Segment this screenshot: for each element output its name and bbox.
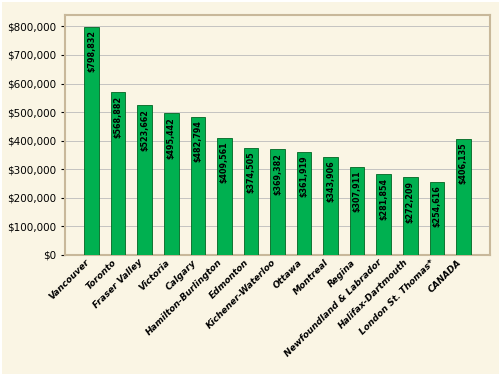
Text: $307,911: $307,911 [352, 171, 362, 212]
Text: $272,209: $272,209 [406, 181, 415, 223]
Text: $568,882: $568,882 [114, 96, 122, 138]
Bar [297, 152, 312, 255]
Text: $361,919: $361,919 [300, 155, 308, 196]
Bar [430, 182, 444, 255]
Bar [244, 148, 258, 255]
Text: $374,505: $374,505 [246, 152, 256, 193]
Text: $369,382: $369,382 [273, 153, 282, 195]
Text: $409,561: $409,561 [220, 141, 229, 183]
Text: $495,442: $495,442 [167, 117, 176, 159]
Bar [190, 117, 205, 255]
Bar [217, 138, 232, 255]
Text: $482,794: $482,794 [194, 120, 202, 162]
Text: $406,135: $406,135 [459, 142, 468, 184]
Bar [138, 105, 152, 255]
Text: $254,616: $254,616 [432, 186, 442, 227]
Bar [270, 150, 285, 255]
Bar [84, 27, 99, 255]
Bar [350, 167, 364, 255]
Bar [111, 93, 126, 255]
Bar [324, 157, 338, 255]
Bar [456, 139, 470, 255]
Text: $798,832: $798,832 [87, 30, 96, 72]
Bar [403, 177, 417, 255]
Bar [164, 114, 178, 255]
Text: $343,906: $343,906 [326, 160, 335, 202]
Text: $281,854: $281,854 [379, 178, 388, 220]
Text: $523,662: $523,662 [140, 109, 149, 151]
Bar [376, 174, 391, 255]
